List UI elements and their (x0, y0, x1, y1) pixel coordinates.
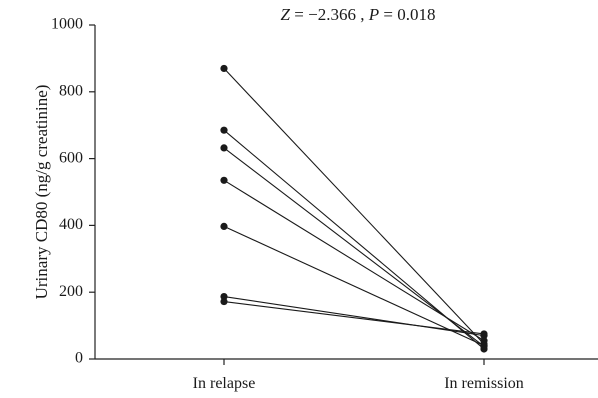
series-line (223, 301, 485, 335)
data-point (480, 330, 488, 338)
y-tick-label: 800 (59, 82, 83, 99)
data-point (220, 176, 228, 184)
series-line (223, 179, 485, 342)
statistic-annotation: Z = −2.366 , P = 0.018 (281, 5, 436, 24)
annotation-separator: , (360, 5, 369, 24)
z-value: −2.366 (308, 5, 356, 24)
data-point (220, 144, 228, 152)
data-point (220, 126, 228, 134)
p-label: P (368, 5, 379, 24)
z-label: Z (281, 5, 291, 24)
series-lines (223, 68, 485, 350)
series-line (223, 147, 485, 347)
x-tick-label: In remission (444, 375, 524, 392)
y-tick-label: 1000 (51, 16, 83, 33)
data-point (480, 342, 488, 350)
y-tick-label: 0 (75, 350, 83, 367)
data-point (220, 297, 228, 306)
p-equals: = (383, 5, 397, 24)
y-ticks: 0 200 400 600 800 1000 (51, 16, 95, 367)
data-point (220, 292, 228, 301)
y-tick-label: 400 (59, 216, 83, 233)
data-points (220, 64, 488, 353)
x-tick-label: In relapse (193, 375, 256, 392)
z-equals: = (294, 5, 308, 24)
series-line (223, 225, 485, 347)
axes (94, 25, 598, 360)
y-tick-label: 200 (59, 283, 83, 300)
data-point (220, 64, 228, 73)
series-line (223, 295, 485, 337)
y-axis-title: Urinary CD80 (ng/g creatinine) (32, 85, 51, 300)
series-line (223, 129, 485, 350)
data-point (220, 222, 228, 231)
series-line (223, 68, 485, 345)
y-tick-label: 600 (59, 149, 83, 166)
x-ticks: In relapse In remission (193, 359, 524, 392)
data-point (480, 337, 488, 345)
p-value: 0.018 (397, 5, 435, 24)
